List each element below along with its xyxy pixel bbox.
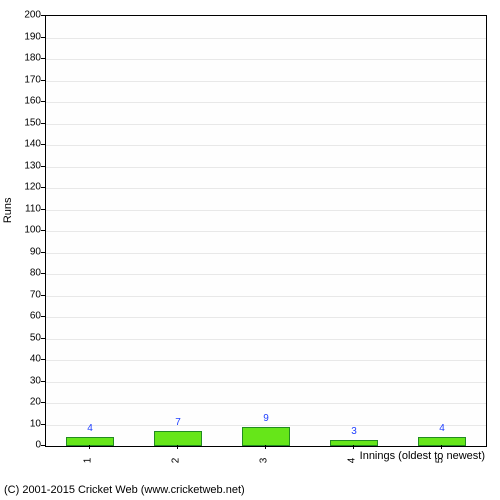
x-tick-mark — [441, 445, 442, 449]
y-tick-label: 70 — [30, 289, 41, 300]
gridline — [46, 145, 486, 146]
y-tick-mark — [41, 359, 45, 360]
gridline — [46, 425, 486, 426]
gridline — [46, 124, 486, 125]
y-tick-mark — [41, 15, 45, 16]
y-tick-label: 110 — [25, 203, 41, 214]
y-tick-mark — [41, 187, 45, 188]
gridline — [46, 339, 486, 340]
y-tick-label: 60 — [30, 311, 41, 322]
y-tick-mark — [41, 166, 45, 167]
y-tick-mark — [41, 37, 45, 38]
y-tick-mark — [41, 80, 45, 81]
y-tick-mark — [41, 273, 45, 274]
y-tick-mark — [41, 209, 45, 210]
chart-plot-area: 4 7 9 3 4 — [45, 15, 487, 447]
y-tick-label: 180 — [24, 53, 41, 64]
y-axis-label: Runs — [2, 197, 14, 223]
y-tick-label: 190 — [24, 31, 41, 42]
y-tick-mark — [41, 445, 45, 446]
y-tick-mark — [41, 316, 45, 317]
y-tick-label: 140 — [24, 139, 41, 150]
x-tick-mark — [353, 445, 354, 449]
copyright-text: (C) 2001-2015 Cricket Web (www.cricketwe… — [4, 484, 245, 496]
gridline — [46, 102, 486, 103]
x-tick-label: 4 — [346, 458, 357, 464]
gridline — [46, 210, 486, 211]
bar — [242, 427, 290, 446]
gridline — [46, 231, 486, 232]
gridline — [46, 38, 486, 39]
y-tick-mark — [41, 295, 45, 296]
y-tick-mark — [41, 123, 45, 124]
gridline — [46, 81, 486, 82]
y-tick-label: 150 — [24, 117, 41, 128]
y-tick-mark — [41, 381, 45, 382]
gridline — [46, 317, 486, 318]
gridline — [46, 274, 486, 275]
x-tick-label: 1 — [82, 458, 93, 464]
y-tick-label: 50 — [30, 332, 41, 343]
gridline — [46, 382, 486, 383]
y-tick-mark — [41, 338, 45, 339]
y-tick-label: 120 — [24, 182, 41, 193]
y-tick-mark — [41, 424, 45, 425]
x-axis-label: Innings (oldest to newest) — [360, 450, 485, 462]
y-tick-label: 10 — [30, 418, 41, 429]
bar-value-label: 7 — [175, 417, 181, 428]
y-tick-label: 90 — [30, 246, 41, 257]
gridline — [46, 403, 486, 404]
y-tick-label: 130 — [24, 160, 41, 171]
y-tick-label: 170 — [24, 74, 41, 85]
gridline — [46, 296, 486, 297]
y-tick-mark — [41, 144, 45, 145]
y-tick-label: 80 — [30, 268, 41, 279]
y-tick-label: 100 — [24, 225, 41, 236]
y-tick-mark — [41, 402, 45, 403]
gridline — [46, 253, 486, 254]
y-tick-label: 160 — [24, 96, 41, 107]
x-tick-label: 2 — [170, 458, 181, 464]
x-tick-label: 3 — [258, 458, 269, 464]
gridline — [46, 59, 486, 60]
y-tick-label: 20 — [30, 397, 41, 408]
y-tick-mark — [41, 101, 45, 102]
bar-value-label: 4 — [439, 423, 445, 434]
x-tick-mark — [177, 445, 178, 449]
gridline — [46, 188, 486, 189]
y-tick-label: 200 — [24, 10, 41, 21]
y-tick-mark — [41, 230, 45, 231]
x-tick-mark — [89, 445, 90, 449]
gridline — [46, 167, 486, 168]
bar-value-label: 3 — [351, 426, 357, 437]
gridline — [46, 360, 486, 361]
x-tick-mark — [265, 445, 266, 449]
bar-value-label: 9 — [263, 413, 269, 424]
bar — [154, 431, 202, 446]
x-tick-label: 5 — [434, 458, 445, 464]
y-tick-label: 40 — [30, 354, 41, 365]
y-tick-mark — [41, 252, 45, 253]
y-tick-mark — [41, 58, 45, 59]
y-tick-label: 30 — [30, 375, 41, 386]
bar-value-label: 4 — [87, 423, 93, 434]
